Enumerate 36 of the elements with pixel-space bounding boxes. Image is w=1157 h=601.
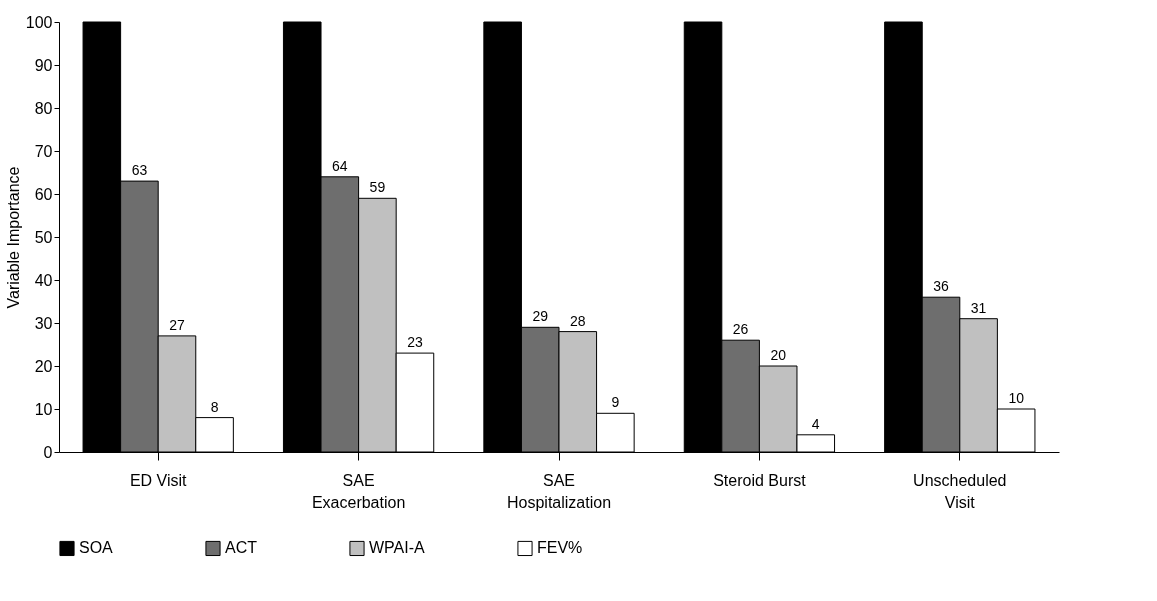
y-tick-label: 0 [43,443,53,461]
x-tick-label: SAE Hospitalization [506,471,612,511]
legend-label: FEV% [537,539,583,557]
data-label: 27 [169,316,185,333]
y-tick-label: 30 [34,314,53,332]
data-label: 63 [131,162,148,179]
y-tick-label: 50 [34,228,53,246]
y-tick-label: 60 [34,185,53,203]
y-tick-label: 10 [34,400,53,418]
data-label: 36 [933,278,950,295]
data-label: 29 [532,308,549,325]
y-tick-label: 20 [34,357,53,375]
y-tick-label: 90 [34,56,53,74]
data-label: 28 [570,312,586,329]
data-label: 20 [770,347,787,363]
data-label: 59 [369,179,386,196]
legend-label: ACT [225,539,258,557]
x-tick-label: ED Visit [129,471,188,489]
y-tick-label: 40 [34,271,53,289]
data-label: 23 [407,334,423,351]
x-tick-label: SAE Exacerbation [311,471,406,511]
data-label: 26 [732,321,749,338]
y-tick-label: 70 [34,142,53,160]
y-tick-label: 80 [34,99,53,117]
legend-label: WPAI-A [369,539,426,557]
y-tick-label: 100 [25,13,53,31]
data-label: 9 [611,394,620,411]
data-label: 10 [1008,390,1025,406]
legend-label: SOA [79,539,114,557]
x-tick-label: Unscheduled Visit [913,471,1007,511]
data-label: 64 [332,157,348,174]
y-axis-title: Variable Importance [4,166,22,309]
data-label: 4 [811,415,820,432]
data-label: 31 [970,299,987,316]
data-label: 8 [210,398,219,415]
x-tick-label: Steroid Burst [713,471,807,489]
